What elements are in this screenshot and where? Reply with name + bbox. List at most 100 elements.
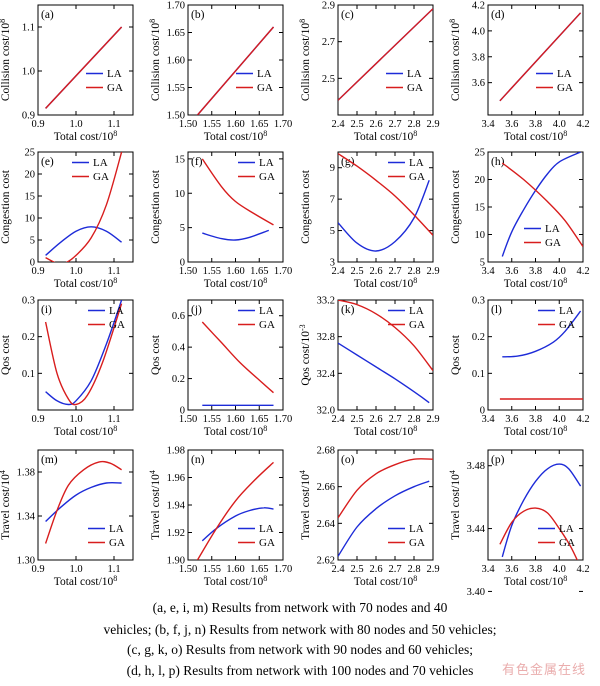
series-line-ga [501, 162, 583, 248]
x-axis-label: Total cost/108 [504, 424, 568, 438]
legend-label-ga: GA [109, 319, 125, 331]
y-tick-label: 0.9 [22, 111, 35, 122]
x-tick-label: 3.4 [481, 564, 495, 575]
y-tick-label: 0.4 [172, 343, 186, 354]
x-tick-label: 1.1 [107, 119, 120, 130]
series-line-ga [201, 321, 274, 394]
y-tick-label: 0.6 [172, 311, 185, 322]
caption-line-4: (d, h, l, p) Results from network with 1… [126, 663, 474, 678]
x-tick-label: 4.2 [576, 266, 589, 277]
x-tick-label: 1.55 [203, 414, 221, 425]
y-tick-label: 1.90 [167, 556, 185, 567]
y-axis-label: Collision cost/108 [448, 19, 462, 101]
x-tick-label: 3.4 [481, 266, 495, 277]
y-tick-label: 0.2 [172, 374, 185, 385]
x-tick-label: 1.70 [274, 119, 292, 130]
series-line-ga [338, 153, 433, 236]
y-tick-label: 0 [30, 258, 35, 269]
x-axis-label: Total cost/108 [354, 129, 418, 143]
y-tick-label: 1.50 [167, 111, 185, 122]
x-tick-label: 1.70 [274, 266, 292, 277]
x-tick-label: 1.50 [179, 266, 197, 277]
y-axis-label: Qos cost [450, 334, 462, 375]
y-axis-label: Travel cost/104 [298, 470, 312, 540]
x-tick-label: 2.7 [388, 414, 401, 425]
series-line-ga [196, 26, 275, 115]
y-tick-label: 0.3 [22, 296, 35, 307]
x-axis-label: Total cost/108 [204, 574, 268, 588]
legend-label-ga: GA [559, 537, 575, 549]
x-tick-label: 1.65 [250, 564, 268, 575]
y-tick-label: 20 [475, 175, 486, 186]
chart-panel-h: 3.4 3.6 3.8 4.0 4.2 5 10 15 20 25 Total cost/108 Co… [450, 148, 590, 291]
y-tick-label: 25 [25, 148, 36, 159]
y-tick-label: 32.0 [317, 406, 335, 417]
x-tick-label: 2.6 [369, 266, 382, 277]
x-tick-label: 4.0 [553, 266, 566, 277]
series-group [196, 26, 275, 115]
legend-label-la: LA [409, 157, 424, 169]
panel-label: (f) [191, 156, 203, 168]
y-axis-label: Qos cost [0, 334, 12, 375]
series-line-ga [338, 8, 433, 101]
y-tick-label: 5 [30, 236, 35, 247]
x-tick-label: 2.4 [331, 266, 345, 277]
y-axis-label-exponent: 8 [148, 19, 157, 23]
x-axis-label: Total cost/108 [504, 574, 568, 588]
x-tick-label: 1.1 [107, 414, 120, 425]
x-axis-label: Total cost/108 [204, 276, 268, 290]
series-line-la [338, 480, 430, 557]
x-tick-label: 4.2 [576, 119, 589, 130]
y-tick-label: 1.30 [17, 556, 35, 567]
series-group [338, 458, 433, 557]
x-tick-label: 4.0 [553, 564, 566, 575]
series-line-ga [499, 12, 582, 102]
x-tick-label: 1.1 [107, 564, 120, 575]
y-tick-label: 3.48 [467, 461, 485, 472]
y-tick-label: 20 [25, 170, 36, 181]
y-tick-label: 15 [175, 154, 186, 165]
x-tick-label: 2.7 [388, 266, 401, 277]
x-tick-label: 1.0 [69, 564, 82, 575]
y-tick-label: 32.4 [317, 369, 336, 380]
y-axis-label: Travel cost/104 [148, 470, 162, 540]
y-tick-label: 0.1 [22, 369, 35, 380]
x-axis-label: Total cost/108 [354, 574, 418, 588]
legend-label-la: LA [109, 305, 124, 317]
legend-label-la: LA [409, 305, 424, 317]
x-axis-label-exponent: 8 [113, 129, 117, 138]
x-tick-label: 0.9 [31, 266, 44, 277]
series-line-la [45, 481, 122, 523]
series-group [44, 460, 122, 544]
x-tick-label: 2.9 [426, 564, 439, 575]
x-tick-label: 2.6 [369, 119, 382, 130]
x-axis-label: Total cost/108 [504, 276, 568, 290]
plot-frame [37, 4, 134, 116]
x-axis-label-exponent: 8 [263, 574, 267, 583]
chart-panel-i: 0.9 1.0 1.1 0.1 0.2 0.3 Total cost/108 Qos cost… [0, 296, 134, 438]
x-axis-label-exponent: 8 [413, 424, 417, 433]
x-tick-label: 3.6 [505, 119, 518, 130]
y-tick-label: 1.38 [17, 468, 35, 479]
x-axis-label-exponent: 8 [563, 424, 567, 433]
y-axis-label-exponent: -3 [298, 324, 307, 331]
y-tick-label: 1.55 [167, 83, 185, 94]
plot-frame [337, 151, 434, 263]
chart-panel-d: 3.4 3.6 3.8 4.0 4.2 3.6 3.8 4.0 4.2 Total cost/10… [448, 1, 590, 144]
y-tick-label: 0.2 [22, 332, 35, 343]
panel-label: (c) [341, 9, 354, 21]
legend-label-ga: GA [259, 537, 275, 549]
series-line-ga [196, 461, 274, 560]
y-tick-label: 2.68 [317, 446, 335, 457]
chart-panel-o: 2.4 2.5 2.6 2.7 2.8 2.9 2.62 2.64 2.66 2.68 Total … [298, 446, 440, 589]
y-tick-label: 2.62 [317, 556, 335, 567]
y-tick-label: 1.92 [167, 528, 185, 539]
y-tick-label: 0.3 [472, 296, 485, 307]
x-tick-label: 1.70 [274, 564, 292, 575]
chart-panel-n: 1.50 1.55 1.60 1.65 1.70 1.90 1.92 1.94 1.96 1.98… [148, 446, 292, 589]
panel-label: (i) [41, 304, 52, 316]
y-axis-label-exponent: 8 [298, 19, 307, 23]
panel-label: (b) [191, 9, 205, 21]
series-line-ga [44, 460, 122, 544]
caption-line-1: (a, e, i, m) Results from network with 7… [152, 600, 448, 615]
